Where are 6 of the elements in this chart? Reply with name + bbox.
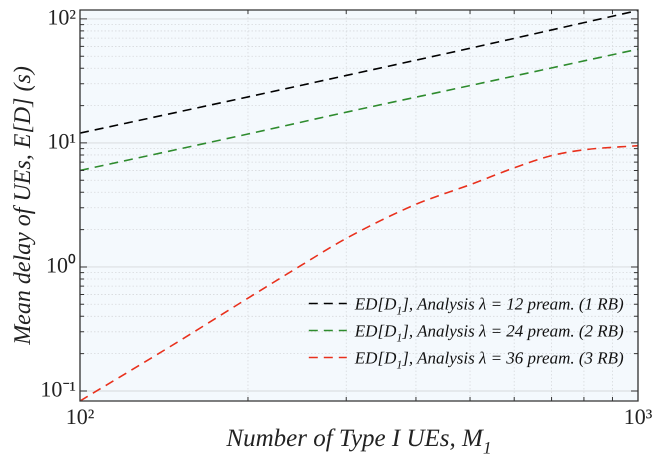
y-tick-label: 10² xyxy=(47,4,76,30)
y-tick-label: 10⁰ xyxy=(46,252,76,278)
y-tick-label: 10¹ xyxy=(47,128,76,154)
y-tick-label: 10⁻¹ xyxy=(40,376,76,402)
y-axis-title: Mean delay of UEs, E[D] (s) xyxy=(10,66,36,346)
x-tick-label: 10³ xyxy=(624,404,653,429)
